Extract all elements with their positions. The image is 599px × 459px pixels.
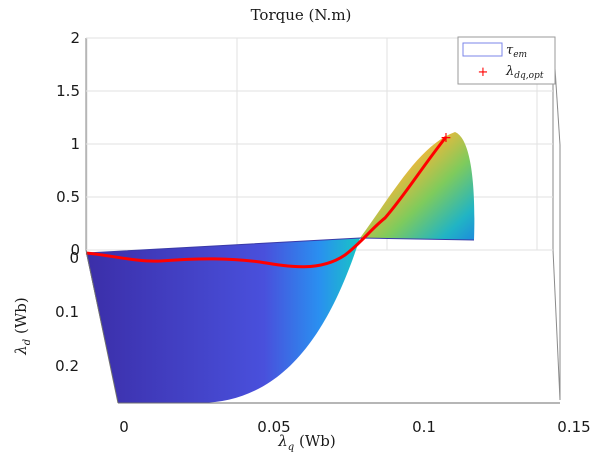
surface-floor-edge: [85, 237, 475, 254]
x-tick-label: 0: [119, 418, 129, 436]
chart-title: Torque (N.m): [251, 6, 352, 24]
legend-label-trajectory: λdq,opt: [505, 64, 544, 81]
y-axis-label-unit: (Wb): [12, 297, 30, 339]
z-tick-label: 2: [70, 29, 80, 47]
optimal-trajectory-end-marker: +: [440, 130, 452, 146]
grid-lines: [86, 37, 553, 251]
y-tick-label: 0.2: [55, 357, 79, 375]
x-axis-label-subscript: q: [288, 442, 294, 453]
z-tick-label: 0.5: [56, 188, 80, 206]
legend-swatch-surface: [462, 42, 503, 57]
torque-surface: [85, 132, 475, 403]
y-axis-label-symbol: λ: [12, 345, 30, 356]
y-axis-label: λd (Wb): [12, 297, 33, 355]
legend-label-torque: τem: [506, 43, 527, 60]
x-axis-label: λq (Wb): [277, 432, 335, 453]
z-tick-label: 1: [70, 135, 80, 153]
y-tick-label: 0.1: [55, 303, 79, 321]
legend: τem + λdq,opt: [457, 36, 556, 85]
optimal-trajectory: +: [85, 130, 452, 269]
axis-ticks: 0 0.5 1 1.5 2 0 0.05 0.1 0.15 0 0.1 0.2: [55, 29, 591, 436]
optimal-trajectory-line: [85, 136, 448, 269]
x-tick-label: 0.1: [412, 418, 436, 436]
z-tick-label: 1.5: [56, 82, 80, 100]
x-tick-label: 0.15: [557, 418, 590, 436]
z-tick-label: 0: [70, 241, 80, 259]
y-axis-label-subscript: d: [22, 339, 33, 345]
legend-box: [457, 36, 556, 85]
x-tick-label: 0.05: [257, 418, 290, 436]
x-axis-label-unit: (Wb): [294, 432, 336, 450]
front-box-edges: [85, 249, 560, 404]
y-tick-label: 0: [69, 249, 79, 267]
surface-negative-region: [86, 238, 360, 403]
x-axis-label-symbol: λ: [277, 432, 288, 450]
legend-marker-trajectory: +: [478, 65, 489, 80]
